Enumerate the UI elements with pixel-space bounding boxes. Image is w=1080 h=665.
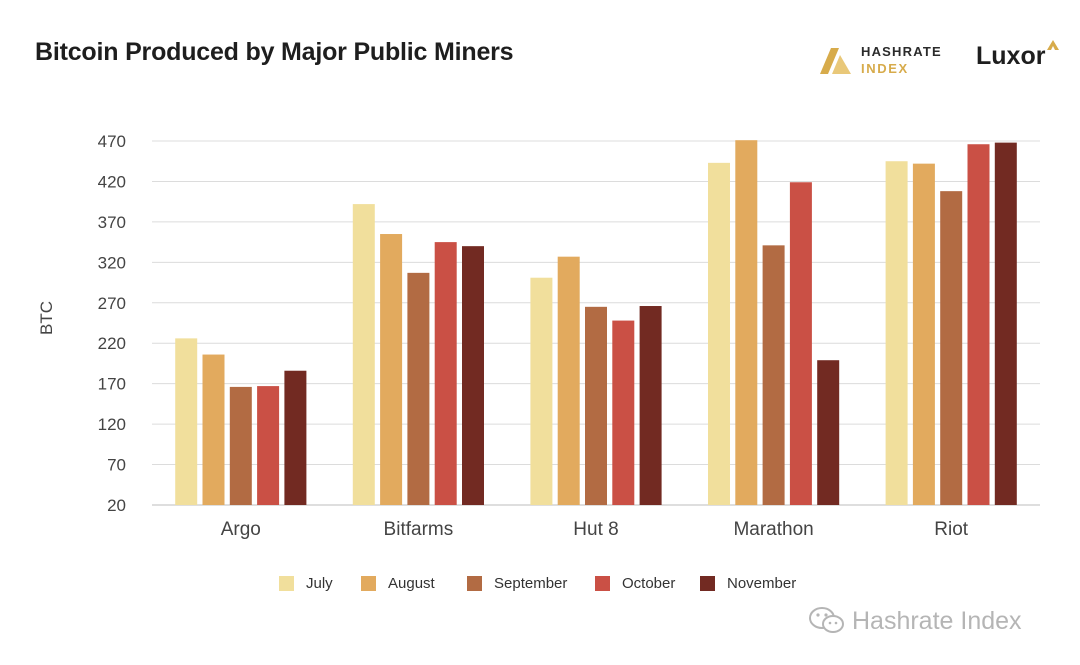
legend-label: September: [494, 574, 568, 592]
y-tick-label: 70: [107, 456, 126, 475]
y-tick-label: 270: [98, 294, 126, 313]
bar-argo-september: [229, 386, 252, 505]
y-tick-label: 20: [107, 496, 126, 515]
legend-label: November: [727, 574, 797, 592]
luxor-logo: Luxor: [976, 40, 1060, 71]
legend-item-august: August: [361, 572, 435, 594]
bar-riot-october: [967, 144, 990, 506]
bar-hut-8-october: [612, 320, 635, 505]
bar-argo-august: [202, 354, 225, 505]
legend-swatch: [595, 575, 610, 591]
legend-item-october: October: [595, 572, 675, 594]
bar-riot-july: [885, 161, 908, 505]
legend-item-september: September: [467, 572, 567, 594]
bar-bitfarms-november: [462, 246, 484, 505]
bar-hut-8-july: [530, 277, 553, 505]
bar-riot-august: [912, 163, 935, 505]
x-tick-label: Bitfarms: [384, 519, 454, 540]
wechat-icon: [809, 607, 844, 633]
logo-line1: HASHRATE: [861, 44, 942, 59]
x-tick-label: Hut 8: [573, 519, 618, 540]
hashrate-logo-icon: [820, 48, 851, 74]
y-axis-label: BTC: [37, 301, 56, 335]
y-tick-label: 320: [98, 253, 126, 272]
y-tick-label: 170: [98, 375, 126, 394]
bar-riot-september: [940, 191, 963, 505]
y-tick-label: 370: [98, 213, 126, 232]
y-tick-label: 420: [98, 172, 126, 191]
legend-swatch: [700, 575, 715, 591]
labels-layer: 20 70 120 170 220 270 320 370 420 470 Argo Bitfarms…: [98, 132, 969, 540]
legend-swatch: [361, 575, 376, 591]
luxor-logo-text: Luxor: [976, 42, 1046, 70]
y-tick-label: 120: [98, 415, 126, 434]
chart-legend: July August September October November: [0, 572, 1080, 594]
bar-marathon-july: [708, 162, 730, 505]
bar-hut-8-november: [639, 306, 662, 505]
bar-marathon-september: [762, 245, 785, 505]
legend-swatch: [279, 575, 294, 591]
bar-hut-8-september: [585, 306, 607, 505]
bar-argo-november: [284, 370, 307, 505]
bar-bitfarms-september: [407, 272, 430, 505]
bar-marathon-october: [789, 182, 812, 505]
y-tick-label: 220: [98, 334, 126, 353]
bar-hut-8-august: [557, 256, 580, 505]
chart-title: Bitcoin Produced by Major Public Miners: [35, 38, 514, 66]
x-tick-label: Argo: [221, 519, 261, 540]
legend-label: October: [622, 574, 676, 592]
y-tick-label: 470: [98, 132, 126, 151]
legend-swatch: [467, 575, 482, 591]
watermark-text: Hashrate Index: [852, 606, 1022, 635]
legend-item-november: November: [700, 572, 796, 594]
legend-item-july: July: [279, 572, 333, 594]
x-tick-label: Marathon: [733, 519, 813, 540]
luxor-caret-icon: [1047, 40, 1060, 50]
bars-layer: [175, 140, 1017, 506]
bar-bitfarms-july: [352, 204, 375, 506]
bar-riot-november: [994, 142, 1017, 505]
bar-marathon-august: [735, 140, 758, 506]
bar-bitfarms-august: [380, 234, 403, 505]
bar-bitfarms-october: [434, 242, 457, 505]
logo-line2: INDEX: [861, 61, 909, 76]
legend-label: July: [306, 574, 333, 592]
legend-label: August: [388, 574, 435, 592]
bar-argo-october: [257, 386, 280, 505]
bar-argo-july: [175, 338, 198, 505]
bar-marathon-november: [817, 360, 840, 505]
watermark: Hashrate Index: [808, 604, 1022, 638]
x-tick-label: Riot: [934, 519, 969, 540]
